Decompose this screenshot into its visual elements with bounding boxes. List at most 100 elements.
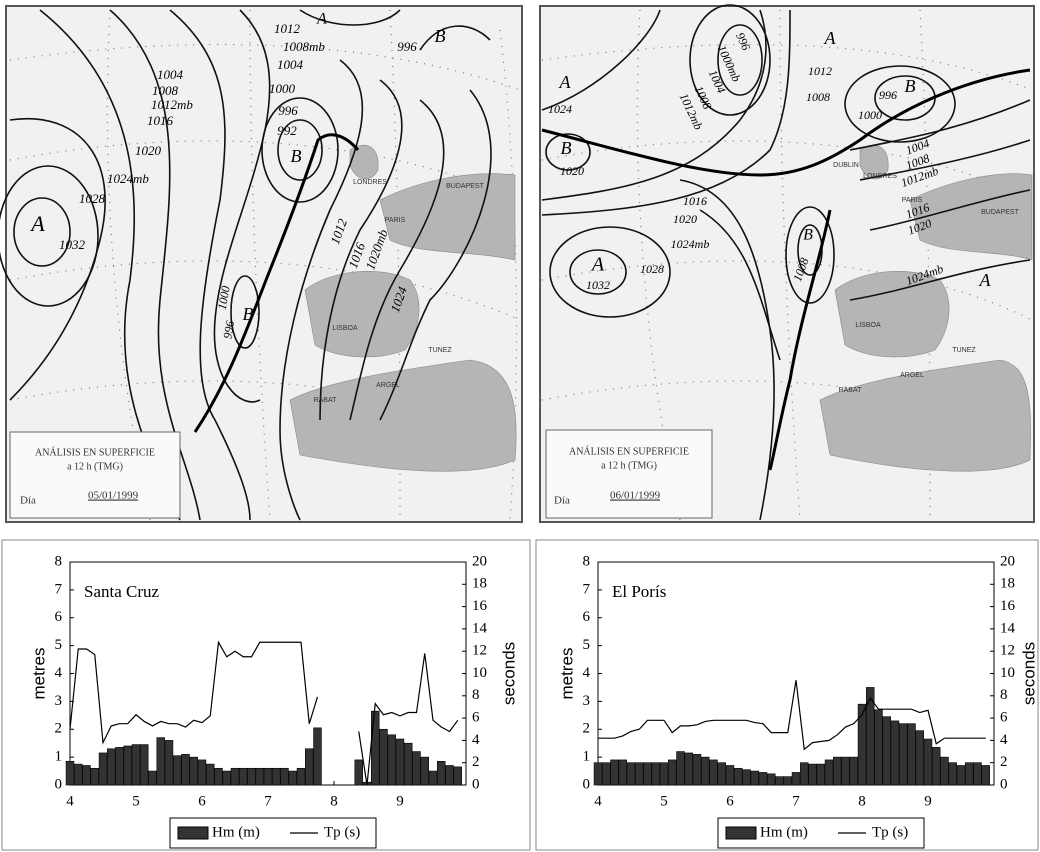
bar: [875, 710, 883, 785]
bar: [429, 771, 437, 785]
bar: [264, 768, 272, 785]
bar: [800, 763, 808, 785]
isobar-label: A: [559, 72, 572, 92]
isobar-label: A: [316, 11, 327, 28]
city-label: LONDRES: [353, 179, 387, 186]
city-label: LISBOA: [855, 322, 881, 329]
bar: [99, 753, 107, 785]
y2-tick-label: 0: [1000, 776, 1008, 792]
bar: [388, 735, 396, 785]
isobar-label: A: [590, 254, 605, 276]
bar: [652, 763, 660, 785]
caption-title: ANÁLISIS EN SUPERFICIE: [35, 446, 155, 458]
y-tick-label: 0: [583, 776, 591, 792]
bar: [239, 768, 247, 785]
bar: [957, 765, 965, 785]
isobar-label: 1008mb: [283, 39, 325, 54]
chart-title: Santa Cruz: [84, 582, 160, 601]
bar: [91, 768, 99, 785]
isobar-label: 1020: [673, 212, 697, 226]
x-tick-label: 8: [330, 793, 338, 809]
bar: [215, 768, 223, 785]
y2-tick-label: 16: [472, 598, 488, 614]
legend-swatch: [178, 827, 208, 839]
bar: [198, 760, 206, 785]
y2-tick-label: 14: [472, 620, 488, 636]
y2-tick-label: 6: [1000, 710, 1008, 726]
bar: [83, 765, 91, 785]
bar: [825, 760, 833, 785]
y2-tick-label: 14: [1000, 620, 1016, 636]
bar: [446, 765, 454, 785]
city-label: BUDAPEST: [446, 183, 484, 190]
bar: [355, 760, 363, 785]
city-label: PARIS: [385, 217, 406, 224]
y-tick-label: 7: [55, 581, 63, 597]
city-label: ARGEL: [900, 372, 924, 379]
y-tick-label: 8: [55, 553, 63, 569]
bar: [974, 763, 982, 785]
y2-tick-label: 12: [472, 643, 487, 659]
y2-tick-label: 20: [472, 553, 487, 569]
bar: [305, 749, 313, 785]
bar: [289, 771, 297, 785]
bar: [718, 763, 726, 785]
y2-tick-label: 2: [1000, 754, 1008, 770]
bar: [701, 757, 709, 785]
y-tick-label: 4: [583, 665, 591, 681]
bar: [743, 770, 751, 785]
y-tick-label: 2: [55, 721, 63, 737]
x-tick-label: 4: [66, 793, 74, 809]
x-tick-label: 5: [132, 793, 140, 809]
isobar-label: B: [291, 146, 302, 166]
isobar-label: 1024mb: [107, 171, 149, 186]
y2-tick-label: 18: [1000, 576, 1015, 592]
bar: [413, 752, 421, 785]
bar: [602, 763, 610, 785]
isobar-label: A: [824, 28, 837, 48]
y2-tick-label: 18: [472, 576, 487, 592]
isobar-label: 996: [397, 39, 417, 54]
date: 06/01/1999: [610, 490, 661, 502]
bar: [74, 764, 82, 785]
isobar-label: 1012: [274, 21, 301, 36]
bar: [759, 772, 767, 785]
bar: [660, 763, 668, 785]
bar: [256, 768, 264, 785]
bar: [858, 704, 866, 785]
bar: [107, 749, 115, 785]
bar: [140, 745, 148, 785]
bar: [932, 747, 940, 785]
y2-tick-label: 2: [472, 754, 480, 770]
bar: [281, 768, 289, 785]
bar: [454, 767, 462, 785]
y2-tick-label: 8: [1000, 687, 1008, 703]
x-tick-label: 9: [396, 793, 404, 809]
bar: [965, 763, 973, 785]
bar: [916, 731, 924, 785]
weather-map: ANÁLISIS EN SUPERFICIE a 12 h (TMG) Día …: [0, 6, 522, 522]
isobar-label: B: [905, 76, 916, 96]
bar: [817, 764, 825, 785]
y-tick-label: 3: [583, 693, 591, 709]
y-tick-label: 5: [55, 637, 63, 653]
isobar-label: 1028: [79, 191, 106, 206]
bar: [173, 756, 181, 785]
y2-tick-label: 8: [472, 687, 480, 703]
bar: [611, 760, 619, 785]
bar: [899, 724, 907, 785]
bar: [190, 757, 198, 785]
y-axis-label: metres: [557, 648, 576, 700]
y-tick-label: 3: [55, 693, 63, 709]
bar: [726, 765, 734, 785]
y-tick-label: 4: [55, 665, 63, 681]
bar: [891, 721, 899, 785]
isobar-label: 1008: [152, 83, 179, 98]
bar: [685, 753, 693, 785]
isobar-label: 1012: [808, 64, 832, 78]
bar: [842, 757, 850, 785]
city-label: LONDRES: [863, 173, 897, 180]
y2-tick-label: 16: [1000, 598, 1016, 614]
bar: [124, 746, 132, 785]
bar: [380, 729, 388, 785]
